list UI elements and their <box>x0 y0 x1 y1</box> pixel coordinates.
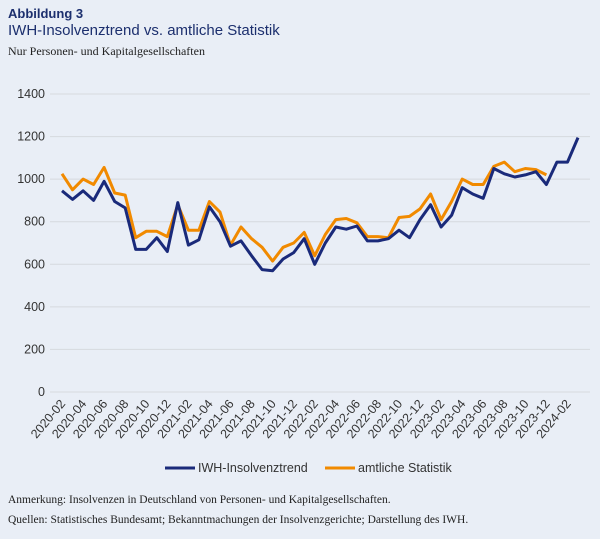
legend-label: amtliche Statistik <box>358 461 453 475</box>
series-line <box>61 137 580 273</box>
y-tick-label: 400 <box>24 300 45 314</box>
y-tick-label: 1400 <box>17 87 45 101</box>
y-tick-label: 1000 <box>17 172 45 186</box>
note: Anmerkung: Insolvenzen in Deutschland vo… <box>8 494 391 506</box>
y-tick-label: 1200 <box>17 130 45 144</box>
chart: 02004006008001000120014002020-022020-042… <box>17 87 590 475</box>
y-tick-label: 0 <box>38 385 45 399</box>
y-tick-label: 200 <box>24 342 45 356</box>
y-tick-label: 600 <box>24 257 45 271</box>
series-line <box>60 160 548 263</box>
y-tick-label: 800 <box>24 215 45 229</box>
legend-label: IWH-Insolvenztrend <box>198 461 308 475</box>
chart-subtitle: Nur Personen- und Kapitalgesellschaften <box>8 44 205 58</box>
note: Quellen: Statistisches Bundesamt; Bekann… <box>8 514 469 526</box>
heading: Abbildung 3 <box>8 6 84 21</box>
chart-title: IWH-Insolvenztrend vs. amtliche Statisti… <box>8 22 280 39</box>
